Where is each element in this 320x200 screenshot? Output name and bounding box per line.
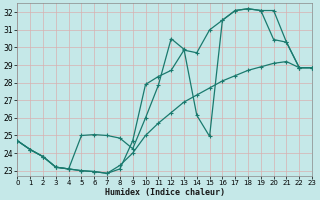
X-axis label: Humidex (Indice chaleur): Humidex (Indice chaleur)	[105, 188, 225, 197]
